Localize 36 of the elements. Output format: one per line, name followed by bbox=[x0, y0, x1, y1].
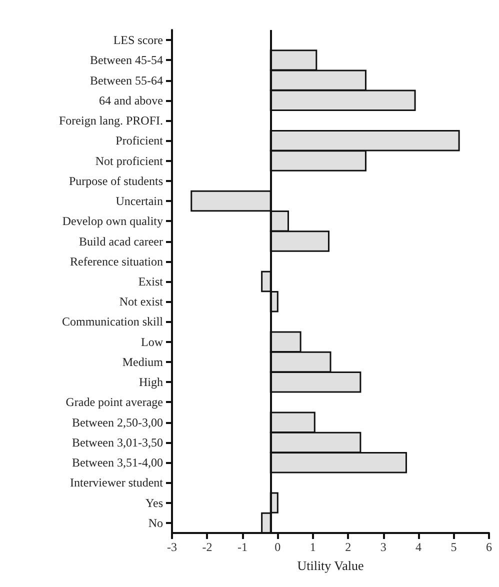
y-tick-label: Between 55-64 bbox=[90, 73, 163, 88]
x-tick-label: 1 bbox=[310, 540, 316, 554]
y-tick-label: Develop own quality bbox=[62, 214, 163, 228]
y-tick-label: Medium bbox=[122, 354, 164, 369]
x-tick-label: -2 bbox=[202, 540, 212, 554]
x-tick-label: 4 bbox=[416, 540, 422, 554]
y-tick-label: Not exist bbox=[119, 294, 164, 309]
y-tick-label: Between 2,50-3,00 bbox=[72, 415, 163, 430]
y-tick-label: 64 and above bbox=[99, 93, 163, 108]
y-tick-label: Communication skill bbox=[62, 314, 164, 329]
y-tick-label: LES score bbox=[113, 33, 163, 48]
y-tick-label: Yes bbox=[146, 496, 164, 510]
y-tick-label: Between 3,51-4,00 bbox=[72, 456, 163, 470]
y-tick-label: High bbox=[139, 375, 163, 390]
x-tick-label: 5 bbox=[450, 540, 457, 554]
x-tick-label: -3 bbox=[167, 540, 177, 554]
x-tick-label: 3 bbox=[380, 540, 386, 554]
y-tick-label: Between 45-54 bbox=[90, 53, 163, 68]
y-tick-label: Not proficient bbox=[95, 154, 164, 168]
y-tick-label: Interviewer student bbox=[70, 476, 164, 490]
y-tick-label: Between 3,01-3,50 bbox=[72, 435, 163, 450]
y-tick-label: Reference situation bbox=[70, 254, 163, 268]
y-tick-label: Build acad career bbox=[79, 234, 163, 248]
x-tick-label: 6 bbox=[486, 540, 492, 554]
x-tick-label: 2 bbox=[345, 540, 352, 554]
y-tick-label: Purpose of students bbox=[69, 174, 164, 188]
x-tick-label: -1 bbox=[237, 540, 248, 554]
x-axis-title: Utility Value bbox=[297, 558, 364, 573]
y-tick-label: No bbox=[148, 516, 163, 530]
y-tick-label: Foreign lang. PROFI. bbox=[58, 114, 163, 128]
y-tick-label: Uncertain bbox=[116, 194, 163, 208]
x-tick-label: 0 bbox=[274, 540, 281, 554]
y-tick-label: Exist bbox=[138, 274, 164, 288]
y-tick-label: Grade point average bbox=[66, 395, 163, 410]
y-tick-label: Low bbox=[141, 334, 164, 349]
y-tick-label: Proficient bbox=[116, 134, 164, 148]
